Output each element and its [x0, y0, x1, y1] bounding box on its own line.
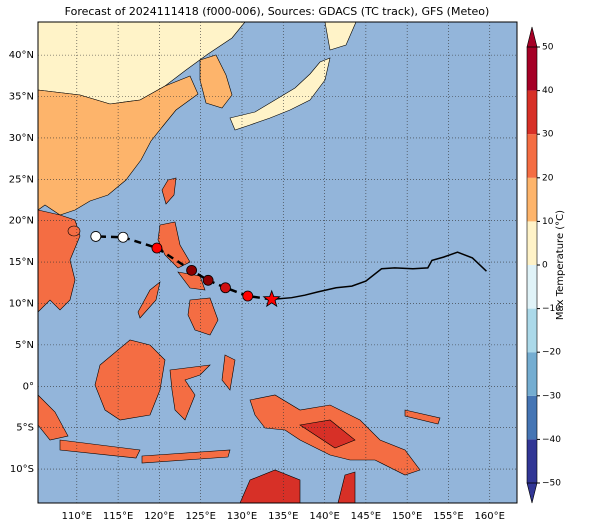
- y-tick-label: 5°S: [16, 423, 34, 434]
- track-marker: [220, 282, 231, 294]
- x-tick-label: 130°E: [227, 511, 257, 522]
- colorbar-band: [527, 439, 537, 483]
- y-tick-label: 35°N: [9, 92, 34, 103]
- colorbar-band: [527, 177, 537, 222]
- y-tick-label: 10°S: [10, 464, 34, 475]
- track-marker: [202, 274, 214, 286]
- x-tick-label: 145°E: [351, 511, 381, 522]
- colorbar-tick-label: 10: [542, 217, 554, 227]
- track-marker: [90, 231, 102, 242]
- colorbar-tick-label: 0: [542, 261, 548, 271]
- colorbar-extend-low: [526, 482, 538, 504]
- colorbar-tick-label: −10: [542, 304, 561, 314]
- colorbar-band: [527, 395, 537, 440]
- track-marker: [242, 290, 254, 302]
- colorbar-tick-label: 40: [542, 86, 554, 96]
- y-tick-label: 5°N: [15, 340, 34, 351]
- x-tick-label: 115°E: [103, 511, 133, 522]
- colorbar-tick-label: −40: [542, 435, 561, 445]
- y-tick-label: 20°N: [9, 216, 34, 227]
- colorbar-tick-label: 20: [542, 173, 554, 183]
- colorbar-band: [527, 221, 537, 265]
- x-tick-label: 110°E: [62, 511, 92, 522]
- colorbar-band: [527, 90, 537, 135]
- colorbar-extend-high: [526, 26, 538, 48]
- x-tick-label: 150°E: [392, 511, 422, 522]
- colorbar-band: [527, 265, 537, 309]
- y-tick-label: 40°N: [9, 50, 34, 61]
- track-marker: [186, 264, 198, 276]
- colorbar-tick-label: −50: [542, 479, 561, 489]
- y-tick-label: 25°N: [9, 174, 34, 185]
- current-position-star: [262, 289, 281, 308]
- colorbar-band: [527, 47, 537, 91]
- colorbar-label: Max Temperature (°C): [555, 210, 566, 320]
- y-tick-label: 15°N: [9, 257, 34, 268]
- track-line: [271, 251, 487, 301]
- colorbar-tick-label: −20: [542, 348, 561, 358]
- map-frame: [37, 21, 518, 504]
- colorbar-tick-label: −30: [542, 391, 561, 401]
- x-tick-label: 135°E: [268, 511, 298, 522]
- y-tick-label: 10°N: [9, 298, 34, 309]
- colorbar-band: [527, 352, 537, 396]
- x-tick-label: 140°E: [309, 511, 339, 522]
- track-marker: [151, 242, 163, 254]
- x-tick-label: 155°E: [433, 511, 463, 522]
- colorbar-tick-label: 50: [542, 43, 554, 53]
- x-tick-label: 120°E: [144, 511, 174, 522]
- colorbar-tick-label: 30: [542, 130, 554, 140]
- colorbar-band: [527, 134, 537, 178]
- y-tick-label: 0°: [23, 381, 34, 392]
- track-marker: [117, 231, 129, 243]
- x-tick-label: 125°E: [185, 511, 215, 522]
- map-title: Forecast of 2024111418 (f000-006), Sourc…: [65, 5, 490, 18]
- y-tick-label: 30°N: [9, 133, 34, 144]
- colorbar-band: [527, 308, 537, 353]
- x-tick-label: 160°E: [475, 511, 505, 522]
